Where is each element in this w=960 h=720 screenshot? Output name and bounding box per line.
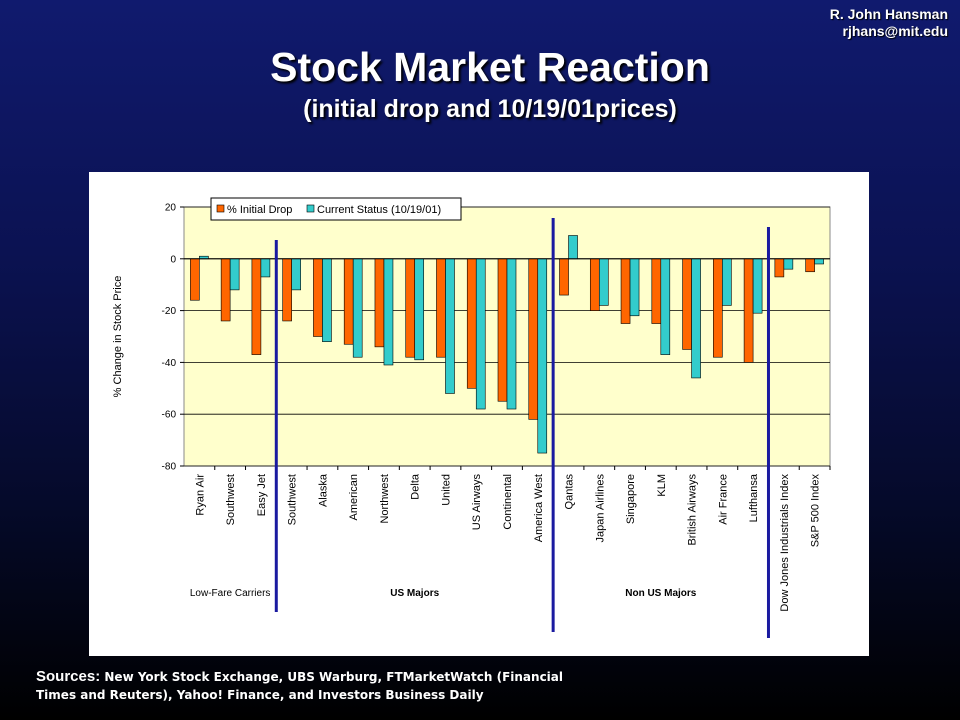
group-label: Non US Majors [625,588,697,599]
bar-initial-drop [282,258,292,322]
legend-box [210,197,462,221]
bar-initial-drop [343,258,354,345]
bar-initial-drop [651,258,662,324]
bar-current-status [383,258,394,366]
x-tick-label: American [348,474,360,520]
x-tick-label: Japan Airlines [594,474,606,543]
bar-initial-drop [190,258,200,301]
bar-initial-drop [682,258,692,350]
x-tick-label: Air France [717,474,729,525]
bar-current-status [352,258,363,358]
x-tick-label: Southwest [287,474,299,525]
y-tick-label: -80 [162,462,177,473]
bar-initial-drop [713,258,723,358]
sources-label: Sources: [36,668,101,685]
bar-initial-drop [774,258,785,278]
bar-current-status [691,258,701,379]
x-tick-label: Northwest [379,474,391,524]
bar-current-status [445,258,455,394]
bar-current-status [660,258,671,355]
x-tick-label: Southwest [225,474,237,525]
author-name: R. John Hansman [829,6,948,22]
bar-current-status [629,258,640,317]
bar-current-status [537,258,548,454]
bar-current-status [598,258,609,306]
bar-current-status [752,258,763,314]
sources-line-1: New York Stock Exchange, UBS Warburg, FT… [100,670,564,684]
bar-initial-drop [497,258,508,402]
bar-initial-drop [743,258,754,363]
stock-reaction-bar-chart: 20 0 -20 -40 -60 -80 % Change in Stock Price Ry… [112,197,831,638]
x-tick-label: Alaska [317,473,329,507]
bar-initial-drop [405,258,416,358]
bar-current-status [783,258,794,270]
chart-panel: 20 0 -20 -40 -60 -80 % Change in Stock Price Ry… [89,172,869,656]
bar-initial-drop [313,258,323,337]
bar-initial-drop [805,258,815,273]
x-tick-label: British Airways [687,474,699,546]
y-tick-label: 0 [170,254,176,265]
bar-initial-drop [528,258,539,420]
bar-current-status [414,258,425,361]
legend-swatch-current-status [306,204,315,213]
slide-subtitle: (initial drop and 10/19/01prices) [303,95,677,123]
bar-initial-drop [620,258,631,324]
bar-initial-drop [589,258,600,311]
legend-label-current-status: Current Status (10/19/01) [317,204,441,216]
bar-initial-drop [436,258,446,358]
bar-current-status [475,258,486,410]
bar-current-status [814,258,824,265]
x-tick-label: America West [533,474,545,542]
legend-swatch-initial-drop [216,204,225,213]
group-label: Low-Fare Carriers [190,588,271,599]
bar-current-status [260,258,271,278]
x-tick-label: Lufthansa [748,473,760,522]
bar-initial-drop [251,258,262,355]
x-tick-label: KLM [656,474,668,497]
bar-initial-drop [559,258,569,296]
y-tick-label: -60 [162,410,177,421]
x-tick-label: United [440,474,452,506]
x-tick-label: US Airways [471,474,483,531]
bar-initial-drop [466,258,477,389]
y-tick-label: 20 [165,203,177,214]
x-tick-label: Dow Jones Industrials Index [779,474,791,612]
sources-note: Sources: New York Stock Exchange, UBS Wa… [36,668,563,704]
slide-title: Stock Market Reaction [270,44,710,90]
bar-current-status [722,258,732,306]
legend: % Initial Drop Current Status (10/19/01) [210,197,462,221]
sources-line-2: Times and Reuters), Yahoo! Finance, and … [36,688,484,702]
bar-initial-drop [374,258,385,348]
bar-current-status [322,258,332,342]
author-block: R. John Hansman rjhans@mit.edu [830,6,948,40]
x-tick-label: Easy Jet [256,474,268,516]
bar-current-status [568,235,578,260]
bar-current-status [291,258,301,291]
x-tick-label: Continental [502,474,514,530]
author-email[interactable]: rjhans@mit.edu [842,23,948,39]
x-tick-label: S&P 500 Index [810,474,822,548]
group-label: US Majors [390,588,439,599]
legend-label-initial-drop: % Initial Drop [227,204,292,216]
x-tick-label: Delta [410,473,422,500]
y-tick-label: -20 [162,306,177,317]
bar-current-status [229,258,240,291]
bar-current-status [506,258,517,410]
y-tick-label: -40 [162,358,177,369]
y-axis-label: % Change in Stock Price [112,276,124,398]
x-tick-label: Singapore [625,474,637,524]
x-tick-label: Qantas [564,474,576,510]
bar-initial-drop [220,258,231,322]
x-tick-label: Ryan Air [194,474,206,516]
